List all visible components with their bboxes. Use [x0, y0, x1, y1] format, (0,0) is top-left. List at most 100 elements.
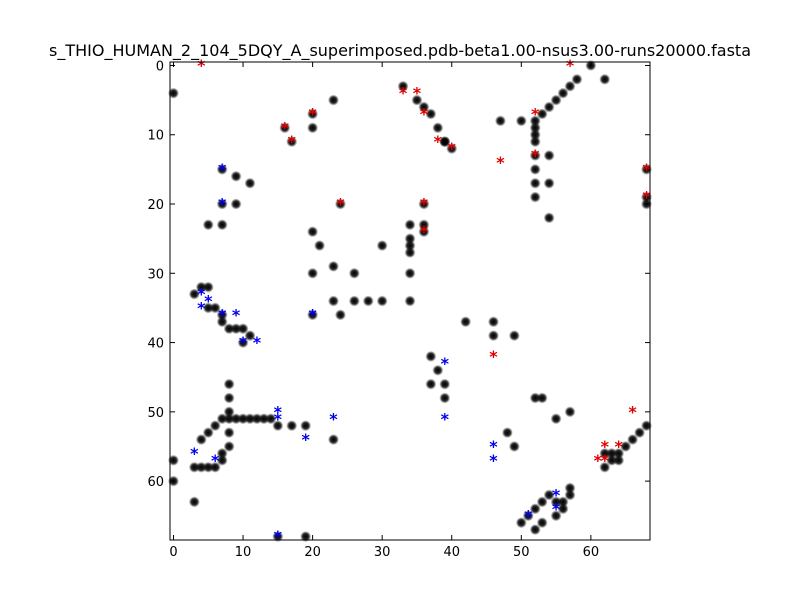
contact-point [613, 454, 625, 466]
contact-point [216, 198, 228, 210]
contact-point [223, 427, 235, 439]
red-star-marker: * [601, 437, 610, 456]
red-star-marker: * [420, 104, 429, 123]
contact-point [202, 427, 214, 439]
red-star-marker: * [336, 195, 345, 214]
contact-point [167, 454, 179, 466]
plot-area: * ***** *** ******* ***** ******** * * ** **** * **… [167, 56, 653, 546]
contact-point [432, 364, 444, 376]
red-star-marker: * [288, 132, 297, 151]
red-star-marker: * [594, 451, 603, 470]
contact-point [404, 267, 416, 279]
contact-point [307, 122, 319, 134]
contact-point [543, 101, 555, 113]
blue-star-marker: * [197, 298, 206, 317]
contact-point [529, 150, 541, 162]
red-star-marker: * [281, 118, 290, 137]
contact-point [460, 316, 472, 328]
contact-point [564, 406, 576, 418]
contact-point [641, 163, 653, 175]
contact-point [244, 330, 256, 342]
red-star-marker: * [420, 195, 429, 214]
x-tick-label: 20 [304, 545, 321, 560]
y-tick-label: 10 [147, 129, 164, 144]
contact-point [223, 392, 235, 404]
contact-point [543, 150, 555, 162]
blue-star-marker: * [197, 285, 206, 304]
contact-point [230, 198, 242, 210]
contact-point [418, 101, 430, 113]
contact-point [237, 337, 249, 349]
contact-point [550, 413, 562, 425]
contact-point [223, 440, 235, 452]
contact-point [536, 108, 548, 120]
contact-point [564, 80, 576, 92]
contact-point [376, 240, 388, 252]
blue-star-marker: * [218, 195, 227, 214]
contact-point [348, 267, 360, 279]
blue-star-marker: * [441, 354, 450, 373]
contact-point [529, 503, 541, 515]
red-star-marker: * [615, 437, 624, 456]
red-star-marker: * [531, 146, 540, 165]
contact-point [550, 94, 562, 106]
contact-point [425, 108, 437, 120]
blue-star-marker: * [274, 402, 283, 421]
contact-point [334, 309, 346, 321]
red-star-marker: * [413, 84, 422, 103]
contact-point [487, 316, 499, 328]
y-tick-label: 40 [147, 337, 164, 352]
red-star-marker: * [434, 132, 443, 151]
contact-point [244, 177, 256, 189]
contact-point [404, 219, 416, 231]
x-tick-label: 40 [443, 545, 460, 560]
contact-point [223, 378, 235, 390]
contact-point [272, 420, 284, 432]
red-star-marker: * [448, 139, 457, 158]
y-tick-label: 60 [147, 475, 164, 490]
blue-star-marker: * [329, 409, 338, 428]
blue-star-marker: * [253, 333, 262, 352]
x-tick-label: 0 [169, 545, 177, 560]
contact-point [543, 177, 555, 189]
contact-point [216, 219, 228, 231]
red-star-marker: * [308, 104, 317, 123]
blue-star-marker: * [218, 305, 227, 324]
blue-star-marker: * [211, 451, 220, 470]
plot-frame [169, 61, 651, 541]
contact-point [362, 295, 374, 307]
contact-point [439, 378, 451, 390]
red-star-marker: * [399, 84, 408, 103]
contact-point [543, 489, 555, 501]
contact-point [508, 440, 520, 452]
contact-point [188, 461, 200, 473]
contact-point [327, 260, 339, 272]
contact-point [494, 115, 506, 127]
contact-point [327, 434, 339, 446]
contact-point [216, 163, 228, 175]
contact-point [188, 288, 200, 300]
contact-point [571, 73, 583, 85]
contact-point [439, 392, 451, 404]
red-star-marker: * [566, 56, 575, 75]
red-star-marker: * [628, 402, 637, 421]
contact-point [446, 143, 458, 155]
blue-star-marker: * [190, 444, 199, 463]
red-star-marker: * [601, 451, 610, 470]
contact-point [272, 531, 284, 543]
contact-point [286, 420, 298, 432]
x-tick-label: 10 [235, 545, 252, 560]
red-star-marker: * [642, 188, 651, 207]
contact-point [418, 226, 430, 238]
x-tick-label: 30 [374, 545, 391, 560]
contact-point [300, 531, 312, 543]
contact-point [599, 73, 611, 85]
contact-point [529, 163, 541, 175]
contact-point [307, 267, 319, 279]
contact-point [606, 447, 618, 459]
contact-point [404, 247, 416, 259]
blue-star-marker: * [552, 485, 561, 504]
blue-star-marker: * [552, 499, 561, 518]
contact-point [557, 87, 569, 99]
